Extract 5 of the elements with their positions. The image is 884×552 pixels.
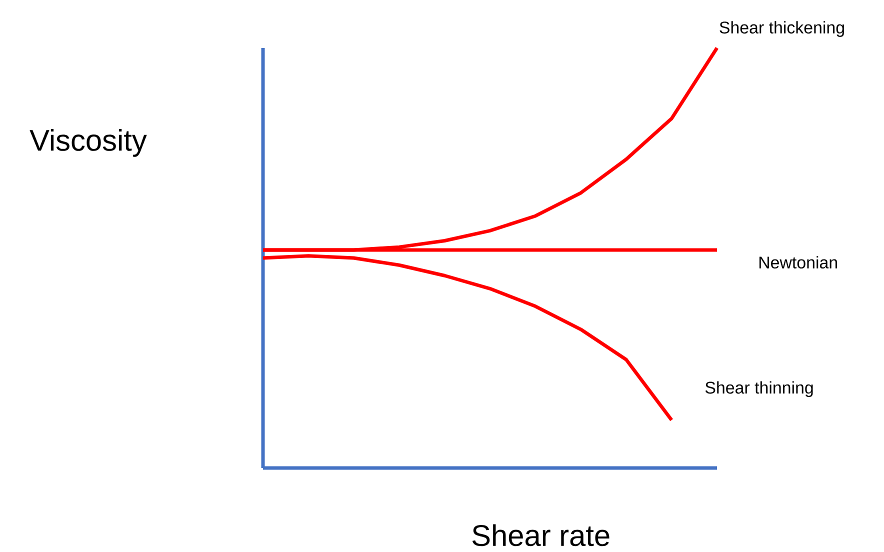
text: Newtonian [759,256,837,269]
series-label: Shear thickening [720,21,844,37]
x-axis-title: Shear rate [472,524,610,546]
y-axis-title: Viscosity [30,128,147,157]
text: Shear thinning [705,381,813,398]
